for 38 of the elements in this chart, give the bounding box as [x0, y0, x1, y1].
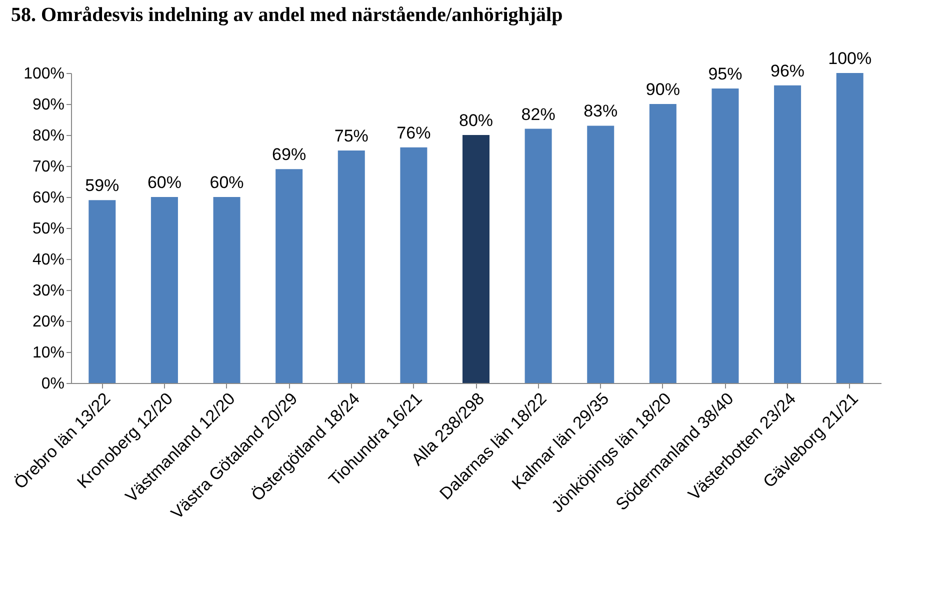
y-tick-label: 40%	[32, 252, 64, 268]
bar	[836, 73, 864, 383]
y-tick-label: 80%	[32, 128, 64, 144]
bar	[774, 85, 802, 383]
data-label: 82%	[521, 104, 556, 124]
y-tick-label: 100%	[24, 66, 64, 82]
data-label: 90%	[646, 80, 680, 99]
data-label: 75%	[334, 126, 368, 146]
y-tick-label: 0%	[41, 376, 64, 392]
data-label: 76%	[396, 123, 431, 142]
bar	[524, 128, 552, 383]
data-label: 80%	[458, 111, 494, 130]
data-label: 60%	[210, 173, 244, 192]
bar	[150, 197, 178, 383]
data-label: 69%	[272, 145, 306, 164]
data-label: 100%	[828, 49, 872, 68]
data-label: 59%	[85, 176, 120, 196]
bar	[88, 200, 116, 383]
bar	[587, 126, 614, 383]
y-tick-label: 70%	[32, 158, 64, 176]
y-tick-label: 60%	[32, 190, 64, 206]
bar	[213, 197, 240, 383]
y-tick-label: 20%	[32, 314, 64, 330]
bar	[276, 169, 303, 383]
y-tick-label: 10%	[32, 344, 64, 362]
bar	[649, 104, 676, 383]
bar	[338, 150, 365, 383]
chart-title: 58. Områdesvis indelning av andel med närstående/anhörighjälp	[11, 4, 563, 26]
y-tick-label: 30%	[32, 282, 64, 300]
data-label: 96%	[770, 61, 805, 80]
bar	[462, 135, 490, 383]
bar	[712, 88, 739, 383]
data-label: 83%	[584, 102, 618, 121]
data-label: 95%	[708, 64, 742, 84]
bar	[400, 147, 428, 383]
y-tick-label: 50%	[32, 220, 64, 238]
y-tick-label: 90%	[32, 96, 64, 114]
data-label: 60%	[147, 173, 182, 192]
